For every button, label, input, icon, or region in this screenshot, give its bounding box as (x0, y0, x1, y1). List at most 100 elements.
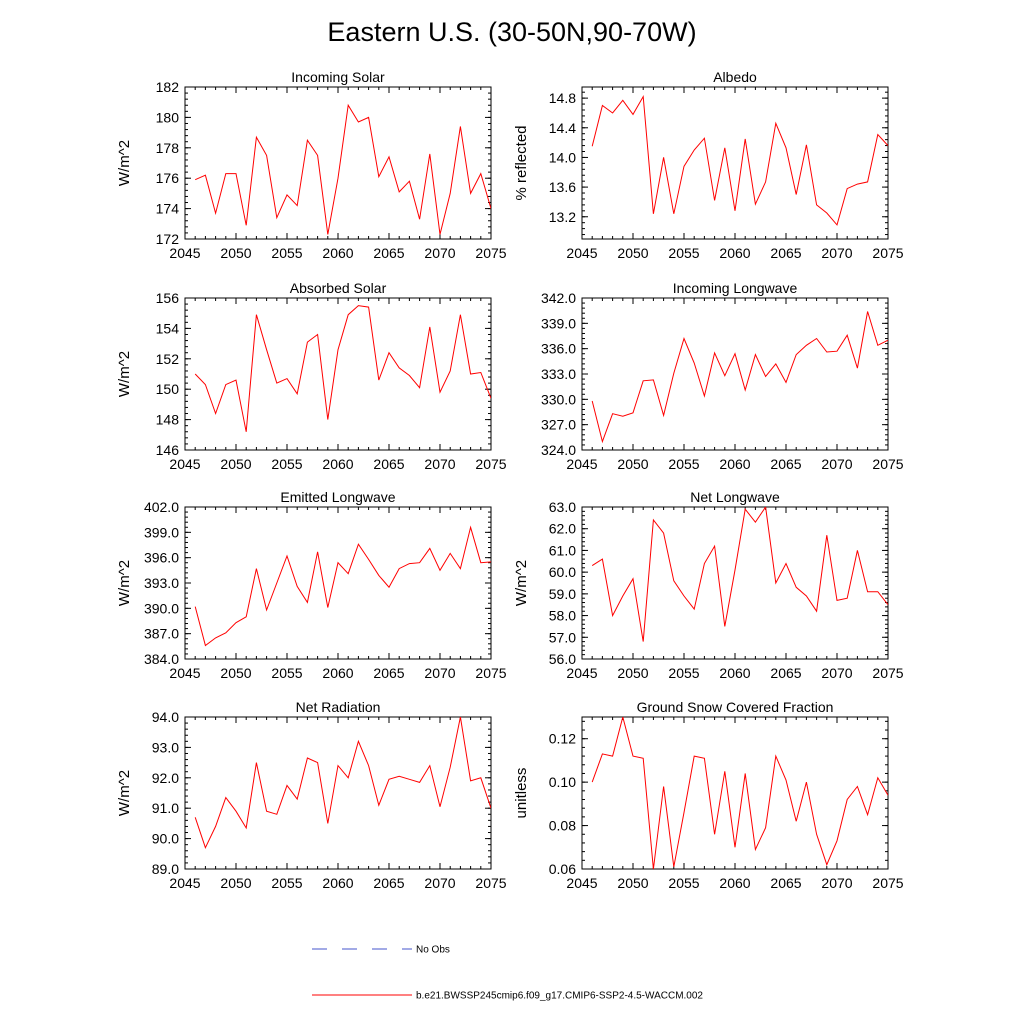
y-tick-label: 0.10 (549, 774, 576, 790)
y-tick-label: 91.0 (152, 800, 179, 816)
y-tick-label: 176 (156, 170, 180, 186)
x-tick-label: 2060 (719, 456, 750, 472)
y-tick-label: 154 (156, 320, 180, 336)
x-tick-label: 2065 (770, 665, 801, 681)
y-tick-label: 180 (156, 109, 180, 125)
x-tick-label: 2045 (566, 665, 597, 681)
series-line (194, 525, 491, 647)
chart-title: Albedo (713, 69, 757, 85)
x-tick-label: 2075 (872, 665, 903, 681)
y-axis-label: W/m^2 (116, 351, 133, 397)
chart-panel: Incoming Longwave 2045 2050 2055 2060 2065 207… (541, 280, 904, 472)
y-tick-label: 63.0 (549, 499, 576, 515)
x-tick-label: 2045 (566, 245, 597, 261)
x-tick-label: 2055 (668, 875, 699, 891)
legend-obs-label: No Obs (416, 945, 450, 956)
y-tick-label: 182 (156, 79, 180, 95)
x-tick-label: 2065 (373, 875, 404, 891)
x-tick-label: 2075 (872, 456, 903, 472)
chart-title: Absorbed Solar (290, 280, 387, 296)
x-tick-label: 2065 (373, 665, 404, 681)
x-tick-label: 2050 (220, 665, 251, 681)
x-tick-label: 2060 (322, 875, 353, 891)
y-axis-label: W/m^2 (116, 770, 133, 816)
x-tick-label: 2045 (566, 875, 597, 891)
x-tick-label: 2060 (322, 245, 353, 261)
y-tick-label: 14.4 (549, 120, 576, 136)
y-tick-label: 62.0 (549, 521, 576, 537)
y-tick-label: 93.0 (152, 739, 179, 755)
y-tick-label: 89.0 (152, 861, 179, 877)
chart-title: Net Radiation (296, 699, 381, 715)
y-tick-label: 336.0 (541, 341, 576, 357)
x-tick-label: 2065 (770, 245, 801, 261)
legend-model-label: b.e21.BWSSP245cmip6.f09_g17.CMIP6-SSP2-4… (416, 991, 703, 1002)
x-tick-label: 2050 (617, 245, 648, 261)
y-tick-label: 402.0 (144, 499, 179, 515)
y-tick-label: 58.0 (549, 608, 576, 624)
plot-frame (184, 86, 492, 240)
y-axis-label: unitless (513, 768, 530, 819)
series-line (194, 305, 491, 432)
y-tick-label: 61.0 (549, 542, 576, 558)
x-tick-label: 2075 (475, 245, 506, 261)
y-tick-label: 148 (156, 412, 180, 428)
x-tick-label: 2065 (373, 456, 404, 472)
x-tick-label: 2075 (872, 245, 903, 261)
y-tick-label: 60.0 (549, 564, 576, 580)
panels: Incoming Solar 2045 2050 2055 2060 2065 2070 20… (116, 69, 904, 891)
y-tick-label: 384.0 (144, 651, 179, 667)
x-tick-label: 2060 (719, 665, 750, 681)
series-line (194, 103, 491, 235)
x-tick-label: 2045 (169, 875, 200, 891)
x-tick-label: 2045 (169, 665, 200, 681)
y-tick-label: 14.8 (549, 90, 576, 106)
x-tick-label: 2070 (821, 665, 852, 681)
x-tick-label: 2055 (271, 456, 302, 472)
x-tick-label: 2060 (322, 665, 353, 681)
x-tick-label: 2055 (668, 456, 699, 472)
y-tick-label: 146 (156, 442, 180, 458)
y-tick-label: 0.12 (549, 731, 576, 747)
plot-frame (184, 716, 492, 870)
chart-panel: Net Longwave 2045 2050 2055 2060 2065 2070 2075… (513, 489, 904, 681)
x-tick-label: 2065 (770, 456, 801, 472)
y-axis-label: W/m^2 (513, 560, 530, 606)
x-tick-label: 2075 (475, 665, 506, 681)
x-tick-label: 2050 (617, 456, 648, 472)
chart-title: Incoming Longwave (673, 280, 798, 296)
y-tick-label: 393.0 (144, 575, 179, 591)
y-tick-label: 327.0 (541, 417, 576, 433)
y-tick-label: 330.0 (541, 391, 576, 407)
x-tick-label: 2070 (821, 875, 852, 891)
x-tick-label: 2045 (169, 456, 200, 472)
y-tick-label: 178 (156, 140, 180, 156)
y-tick-label: 14.0 (549, 149, 576, 165)
x-tick-label: 2065 (373, 245, 404, 261)
x-tick-label: 2055 (271, 875, 302, 891)
chart-title: Incoming Solar (291, 69, 385, 85)
x-tick-label: 2070 (424, 456, 455, 472)
x-tick-label: 2050 (617, 665, 648, 681)
series-line (591, 717, 888, 869)
x-tick-label: 2070 (424, 875, 455, 891)
x-tick-label: 2075 (872, 875, 903, 891)
y-axis-label: % reflected (513, 125, 530, 200)
chart-title: Emitted Longwave (280, 489, 395, 505)
plot-frame (581, 86, 889, 240)
x-tick-label: 2055 (271, 665, 302, 681)
y-tick-label: 13.6 (549, 179, 576, 195)
x-tick-label: 2055 (668, 665, 699, 681)
x-tick-label: 2050 (617, 875, 648, 891)
x-tick-label: 2050 (220, 875, 251, 891)
x-tick-label: 2045 (566, 456, 597, 472)
y-tick-label: 0.06 (549, 861, 576, 877)
x-tick-label: 2050 (220, 245, 251, 261)
y-tick-label: 339.0 (541, 315, 576, 331)
chart-panel: Albedo 2045 2050 2055 2060 2065 2070 2075 13.2 13… (513, 69, 904, 261)
series-line (591, 94, 888, 226)
chart-panel: Net Radiation 2045 2050 2055 2060 2065 2070 207… (116, 699, 507, 891)
x-tick-label: 2045 (169, 245, 200, 261)
y-tick-label: 59.0 (549, 586, 576, 602)
y-tick-label: 333.0 (541, 366, 576, 382)
